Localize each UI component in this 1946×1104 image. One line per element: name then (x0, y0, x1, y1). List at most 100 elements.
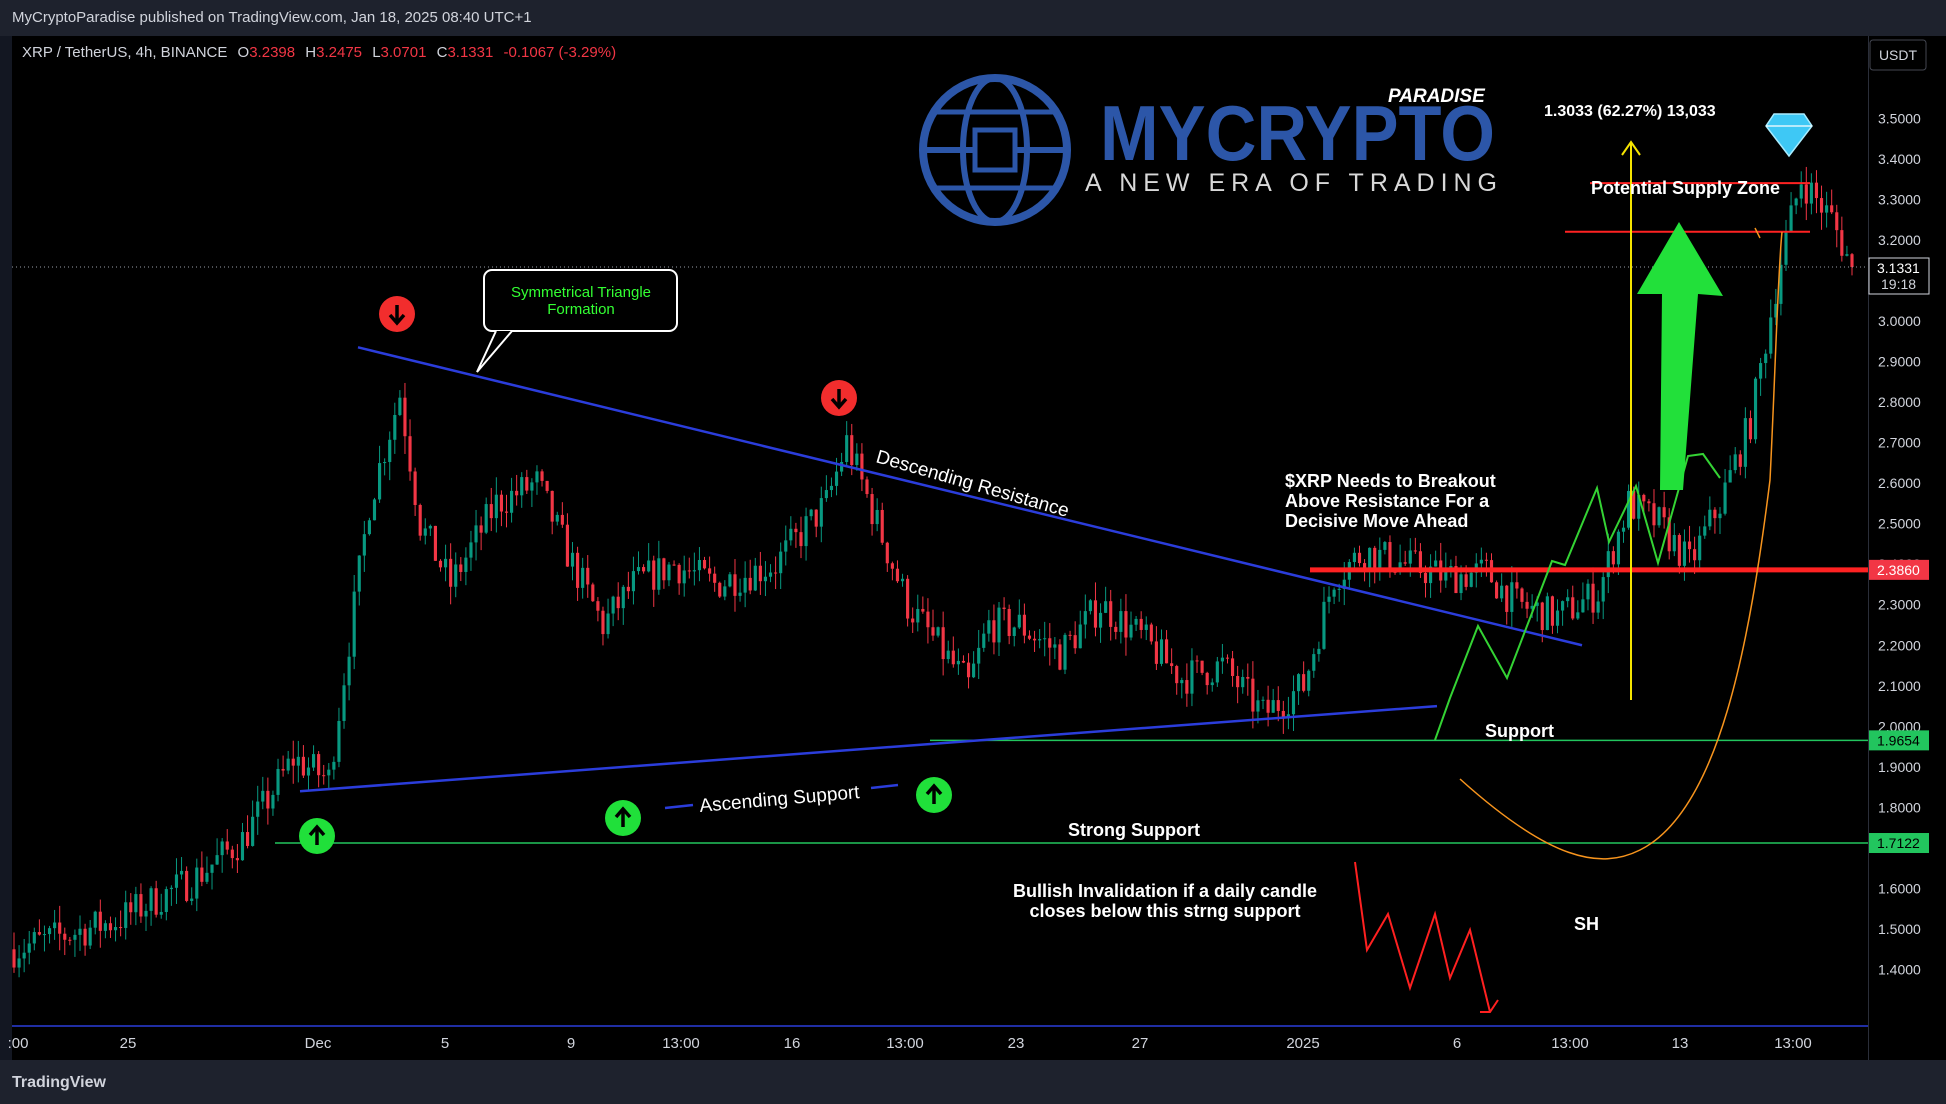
y-tick-label: 1.4000 (1878, 962, 1921, 978)
candle-body (337, 720, 341, 762)
candle-body (32, 932, 36, 944)
y-tick-label: 3.3000 (1878, 191, 1921, 207)
candle-body (1276, 700, 1280, 711)
candle-body (1444, 567, 1448, 581)
candle-body (1718, 513, 1722, 519)
candle-body (1098, 612, 1103, 628)
candle-body (190, 898, 194, 901)
candle-body (1403, 562, 1407, 564)
candle-body (1159, 639, 1164, 664)
symbol-label[interactable]: XRP / TetherUS, 4h, BINANCE (22, 44, 228, 61)
candle-body (1337, 588, 1341, 590)
candle-body (494, 494, 498, 519)
candle-body (1317, 648, 1321, 655)
candle-body (388, 439, 392, 463)
candle-body (311, 754, 316, 768)
y-tick-label: 2.7000 (1878, 435, 1921, 451)
bottom-bar (0, 1060, 1946, 1104)
x-tick-label: 6 (1453, 1035, 1461, 1052)
ohlc-legend: XRP / TetherUS, 4h, BINANCE O3.2398 H3.2… (22, 44, 616, 61)
candle-body (459, 564, 463, 572)
candle-body (245, 832, 250, 846)
logo-sub: PARADISE (1388, 86, 1486, 107)
candle-body (687, 570, 691, 572)
candle-body (1703, 526, 1707, 536)
candle-body (642, 567, 646, 572)
y-tick-label: 2.3000 (1878, 597, 1921, 613)
price-axis[interactable] (1868, 36, 1946, 1060)
tradingview-logo[interactable]: TradingView (12, 1074, 106, 1092)
candle-body (1571, 597, 1575, 619)
candle-body (301, 756, 305, 776)
candle-body (499, 494, 503, 512)
candle-body (454, 564, 458, 587)
candle-body (281, 768, 285, 771)
x-tick-label: :00 (8, 1035, 29, 1052)
triangle-label: Symmetrical Triangle Formation (511, 284, 651, 318)
candle-body (449, 558, 453, 587)
descending-resistance-line (357, 346, 1583, 647)
candle-body (1611, 551, 1615, 565)
chart-area[interactable] (12, 36, 1868, 1060)
x-tick-label: 13:00 (1774, 1035, 1812, 1052)
invalidation-path (1354, 861, 1491, 1013)
candle-body (515, 490, 519, 496)
candle-body (251, 816, 255, 846)
candle-body (545, 480, 549, 491)
x-tick-label: 9 (567, 1035, 575, 1052)
candle-body (1078, 624, 1082, 649)
candle-body (367, 520, 371, 535)
x-tick-label: 23 (1008, 1035, 1025, 1052)
candle-body (225, 841, 229, 850)
triangle-label-line: Formation (547, 301, 615, 318)
candle-body (210, 864, 214, 873)
candle-body (464, 557, 468, 572)
candle-body (1586, 583, 1590, 600)
candle-body (1022, 614, 1026, 636)
price-label-text: 1.9654 (1877, 732, 1920, 748)
candle-body (1038, 639, 1042, 641)
candle-body (1677, 535, 1681, 566)
ascending-dash-a (664, 803, 694, 810)
candle-body (1007, 609, 1011, 637)
price-label-text: 2.3860 (1877, 562, 1920, 578)
x-tick-label: Dec (305, 1035, 332, 1052)
candle-body (1093, 600, 1098, 628)
candle-body (1830, 205, 1834, 213)
diamond-icon (1765, 113, 1813, 158)
candle-body (926, 611, 930, 628)
candle-body (1134, 618, 1138, 625)
candle-body (428, 525, 432, 529)
candle-body (1814, 182, 1819, 199)
candle-body (916, 608, 920, 623)
candle-body (47, 928, 52, 935)
candle-body (129, 902, 133, 913)
candle-body (205, 872, 209, 882)
projection-path (1434, 452, 1721, 741)
candle-body (652, 560, 656, 590)
change-value: -0.1067 (-3.29%) (503, 44, 617, 61)
candle-body (1256, 700, 1260, 712)
candle-body (728, 574, 732, 587)
candle-body (1616, 531, 1621, 565)
candle-body (1789, 205, 1793, 233)
candle-body (1723, 482, 1727, 514)
candle-body (738, 592, 742, 596)
candle-body (794, 528, 798, 533)
candle-body (1728, 470, 1732, 483)
candle-body (306, 767, 311, 776)
candle-body (1733, 454, 1737, 471)
candle-body (1449, 566, 1453, 568)
candle-body (423, 528, 427, 536)
candle-body (1500, 585, 1504, 599)
candle-body (743, 577, 747, 593)
y-tick-label: 2.1000 (1878, 678, 1921, 694)
y-tick-label: 1.5000 (1878, 921, 1921, 937)
candle-body (149, 888, 153, 911)
candle-body (850, 435, 854, 466)
candle-body (774, 572, 778, 574)
candle-body (444, 558, 448, 568)
candle-body (1236, 675, 1240, 688)
invalidation-arrowhead (1480, 999, 1499, 1013)
candle-body (606, 613, 610, 635)
